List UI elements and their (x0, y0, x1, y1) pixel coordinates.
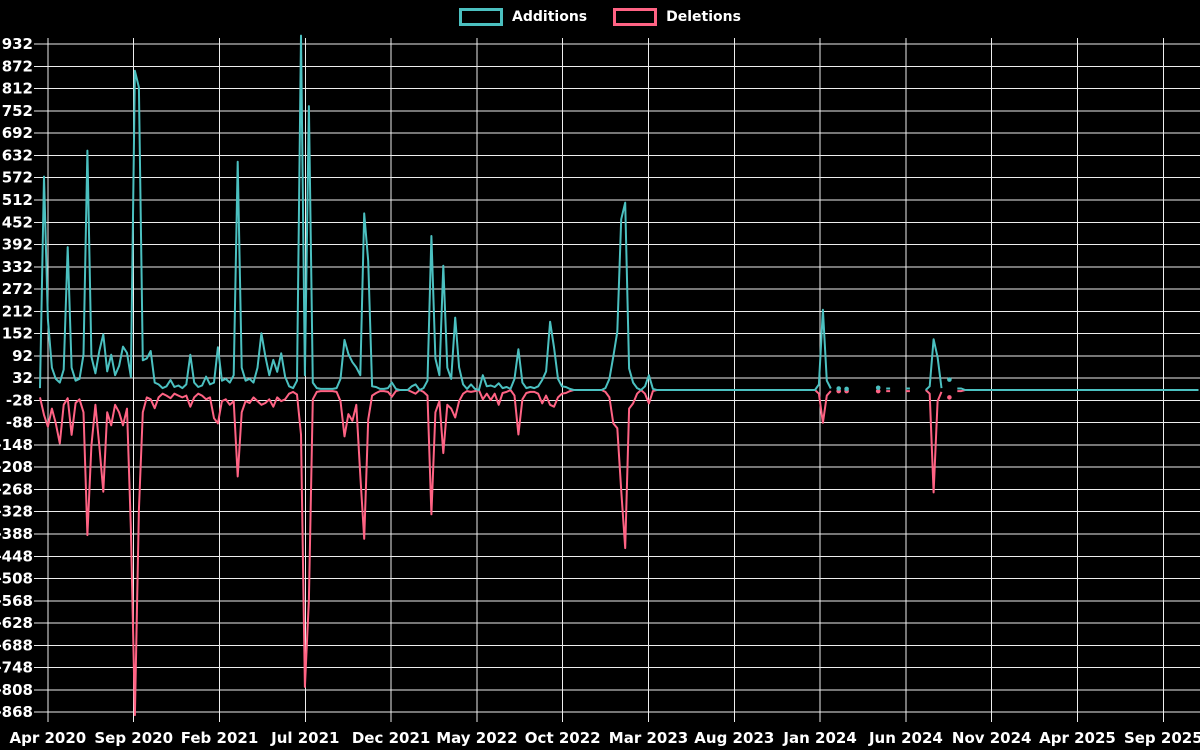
svg-text:-388: -388 (0, 525, 33, 543)
svg-text:-268: -268 (0, 481, 33, 499)
svg-text:-688: -688 (0, 636, 33, 654)
svg-text:392: 392 (2, 236, 33, 254)
svg-text:452: 452 (2, 213, 33, 231)
svg-text:Aug 2023: Aug 2023 (694, 729, 774, 747)
svg-text:-568: -568 (0, 592, 33, 610)
svg-text:Jan 2024: Jan 2024 (782, 729, 856, 747)
svg-text:572: 572 (2, 169, 33, 187)
svg-text:Mar 2023: Mar 2023 (609, 729, 688, 747)
svg-text:512: 512 (2, 191, 33, 209)
legend-label-additions: Additions (512, 9, 588, 25)
svg-text:692: 692 (2, 124, 33, 142)
svg-text:-28: -28 (6, 391, 33, 409)
svg-text:Apr 2020: Apr 2020 (10, 729, 87, 747)
svg-text:272: 272 (2, 280, 33, 298)
svg-text:Jul 2021: Jul 2021 (270, 729, 339, 747)
svg-text:92: 92 (12, 347, 33, 365)
svg-text:332: 332 (2, 258, 33, 276)
svg-text:752: 752 (2, 102, 33, 120)
svg-text:May 2022: May 2022 (436, 729, 517, 747)
svg-text:Jun 2024: Jun 2024 (868, 729, 943, 747)
svg-text:32: 32 (12, 369, 33, 387)
svg-text:Feb 2021: Feb 2021 (181, 729, 259, 747)
svg-text:-808: -808 (0, 681, 33, 699)
svg-text:-148: -148 (0, 436, 33, 454)
svg-text:Oct 2022: Oct 2022 (525, 729, 601, 747)
svg-text:812: 812 (2, 80, 33, 98)
svg-text:-88: -88 (6, 414, 33, 432)
legend-label-deletions: Deletions (666, 9, 741, 25)
svg-text:Nov 2024: Nov 2024 (952, 729, 1032, 747)
svg-text:Dec 2021: Dec 2021 (352, 729, 431, 747)
svg-text:-508: -508 (0, 570, 33, 588)
deletions-swatch-icon (613, 8, 658, 26)
svg-text:632: 632 (2, 147, 33, 165)
svg-text:872: 872 (2, 57, 33, 75)
svg-text:152: 152 (2, 325, 33, 343)
svg-text:-208: -208 (0, 458, 33, 476)
svg-text:932: 932 (2, 35, 33, 53)
svg-text:Sep 2020: Sep 2020 (94, 729, 173, 747)
svg-text:-448: -448 (0, 547, 33, 565)
svg-text:Apr 2025: Apr 2025 (1039, 729, 1116, 747)
svg-text:-868: -868 (0, 703, 33, 721)
svg-text:212: 212 (2, 302, 33, 320)
legend-item-additions[interactable]: Additions (459, 8, 587, 26)
chart-legend: Additions Deletions (0, 6, 1200, 28)
svg-text:-328: -328 (0, 503, 33, 521)
svg-text:-628: -628 (0, 614, 33, 632)
svg-text:-748: -748 (0, 659, 33, 677)
svg-text:Sep 2025: Sep 2025 (1124, 729, 1200, 747)
additions-swatch-icon (459, 8, 504, 26)
legend-item-deletions[interactable]: Deletions (613, 8, 741, 26)
